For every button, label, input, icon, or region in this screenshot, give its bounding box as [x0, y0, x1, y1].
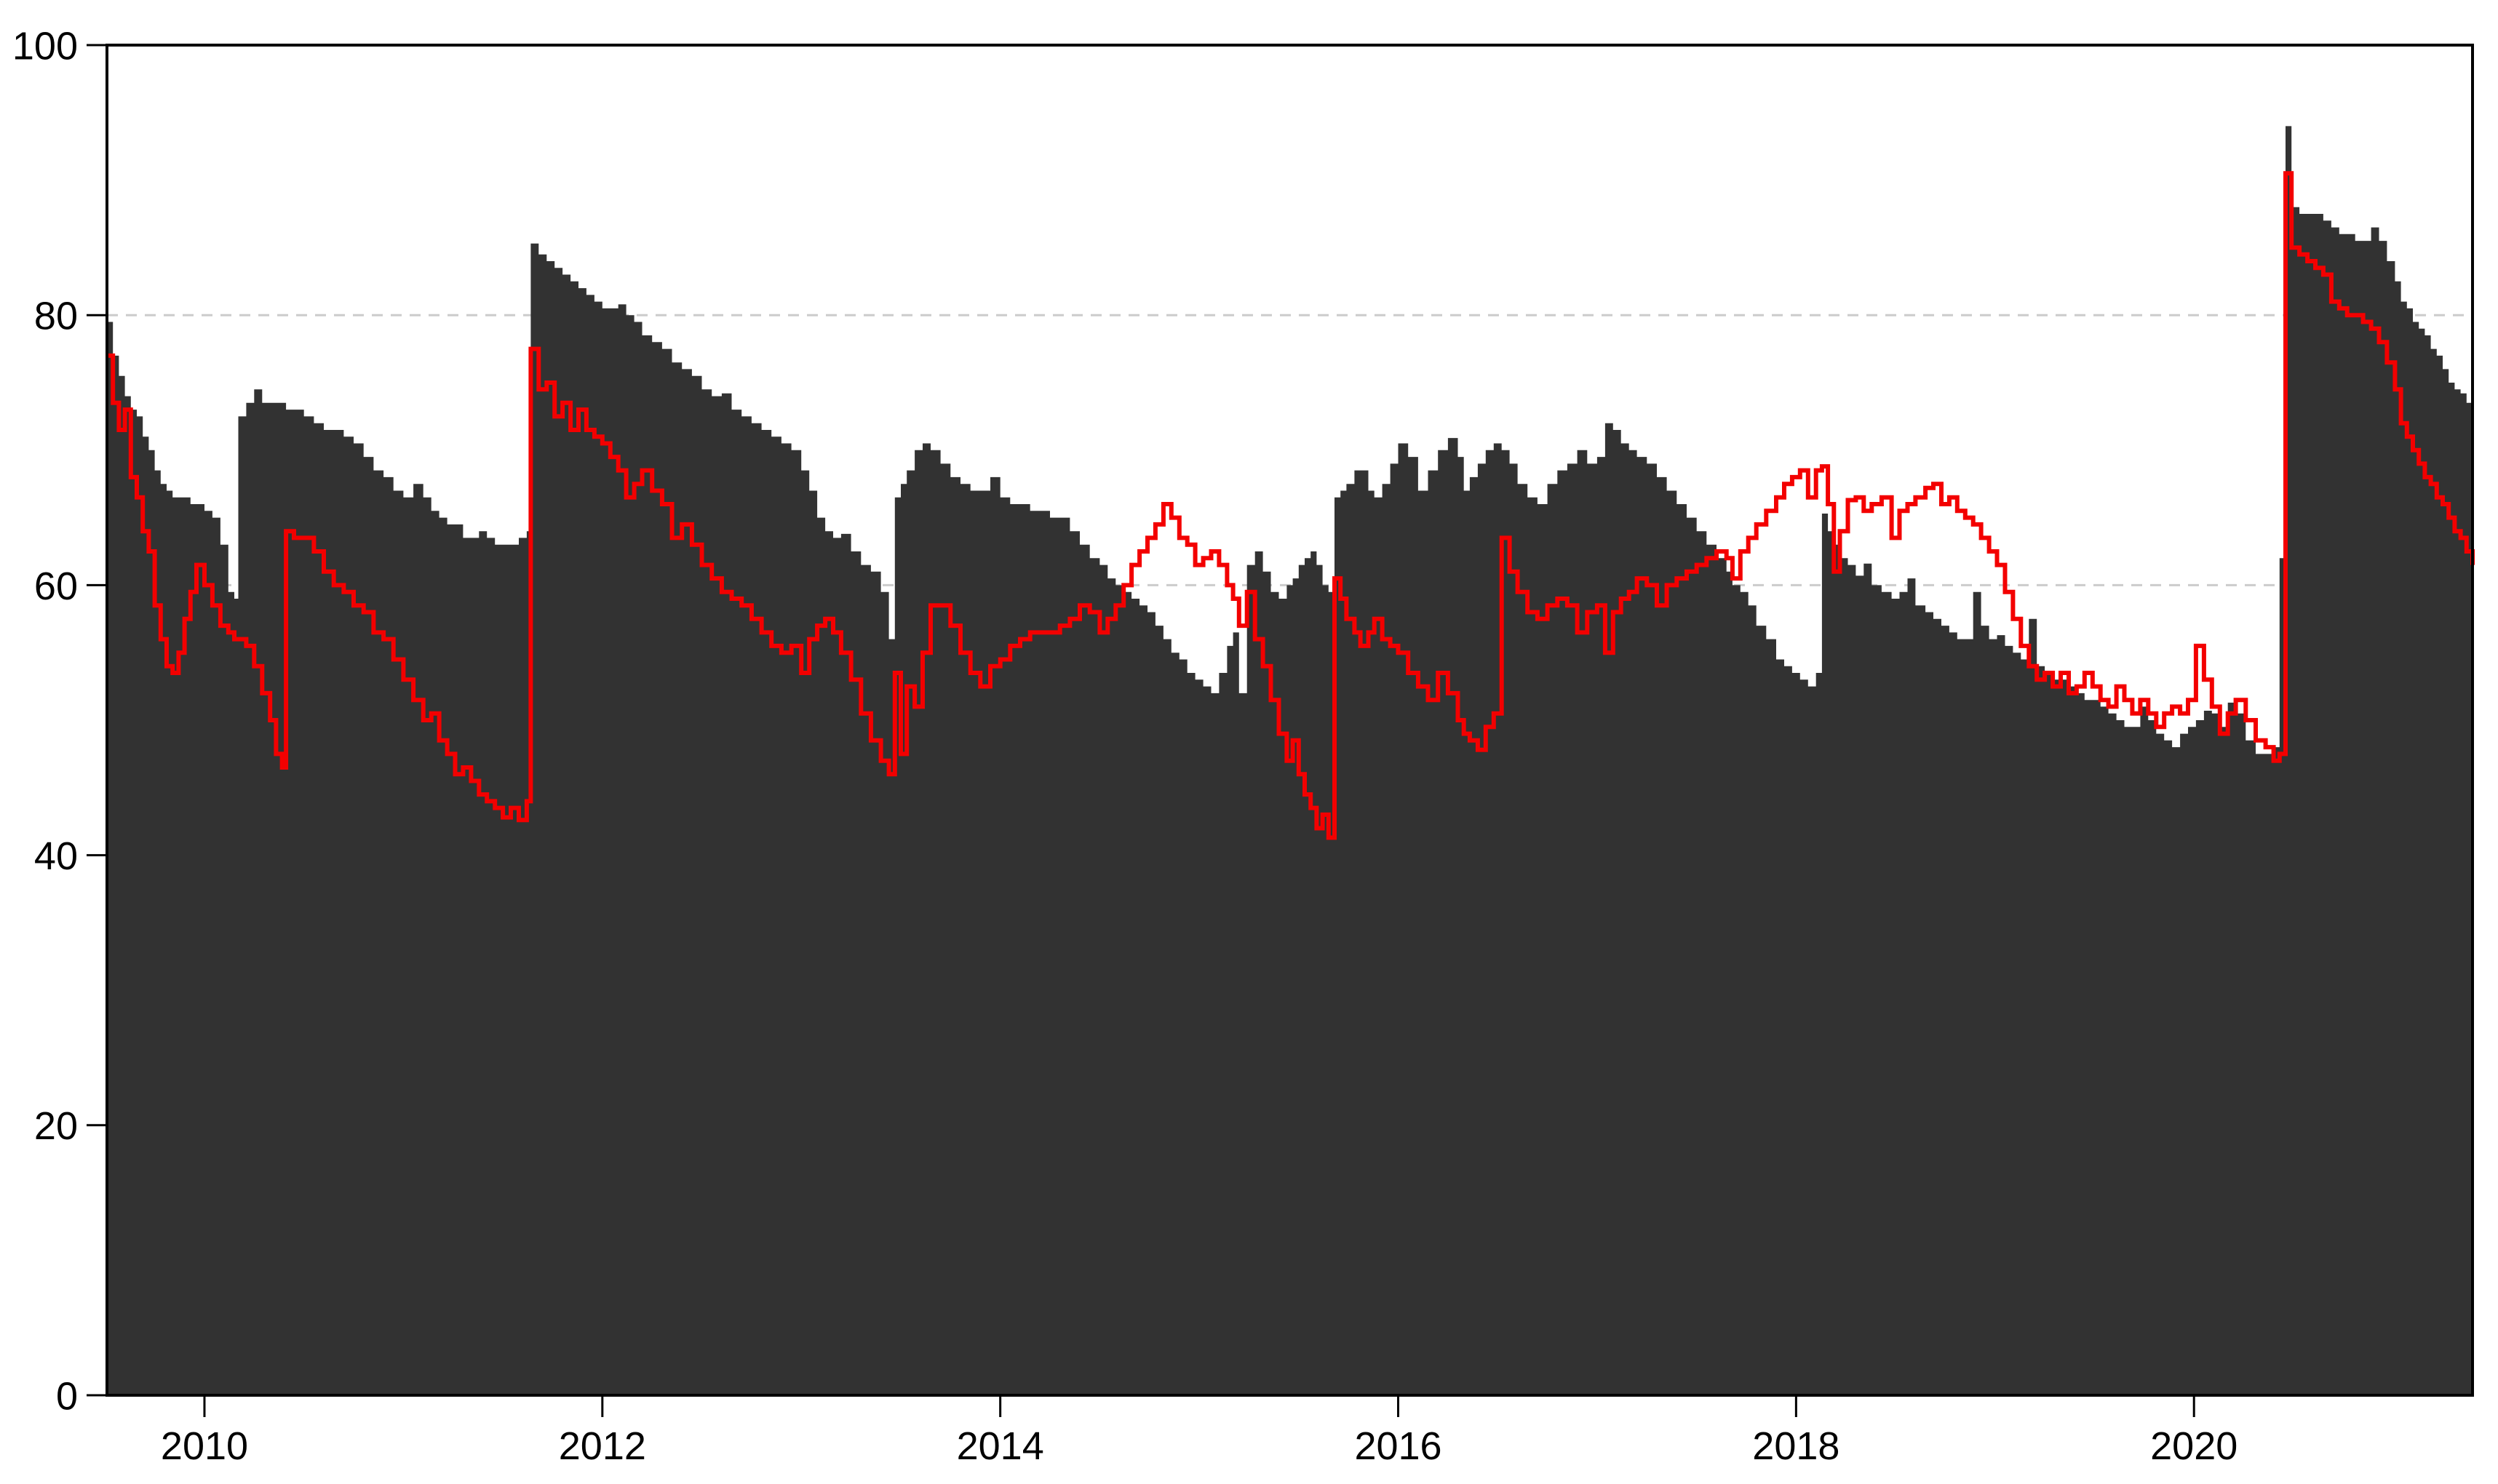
line-series-red: [107, 171, 2475, 840]
y-tick-label: 20: [34, 1104, 78, 1148]
x-axis: 2010 2012 2014 2016 2018 2020: [161, 1395, 2238, 1468]
x-tick-label: 2010: [161, 1424, 248, 1468]
x-tick-label: 2020: [2150, 1424, 2238, 1468]
x-tick-label: 2018: [1752, 1424, 1839, 1468]
x-tick-label: 2012: [559, 1424, 646, 1468]
y-tick-label: 40: [34, 834, 78, 878]
x-tick-label: 2014: [957, 1424, 1044, 1468]
y-tick-label: 0: [56, 1374, 78, 1418]
x-tick-label: 2016: [1354, 1424, 1441, 1468]
y-tick-label: 80: [34, 295, 78, 338]
y-axis: 0 20 40 60 80 100: [12, 24, 107, 1418]
plot-frame: [106, 44, 2474, 1397]
plot-border: [106, 44, 2474, 1397]
y-tick-label: 100: [12, 24, 78, 68]
y-tick-label: 60: [34, 565, 78, 608]
